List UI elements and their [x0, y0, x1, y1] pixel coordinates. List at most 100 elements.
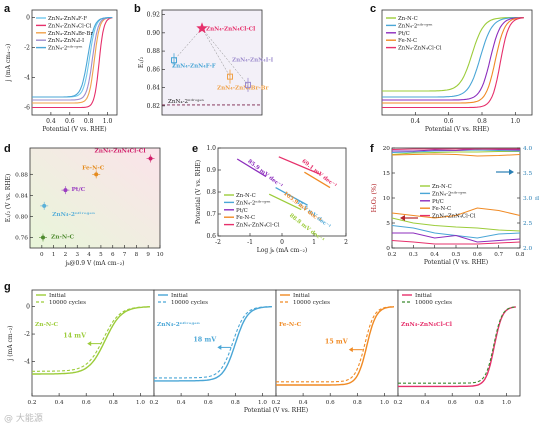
panel-label-a: a	[4, 3, 11, 15]
legend-entry: Zn-N-C	[432, 184, 452, 190]
tafel-line	[304, 171, 331, 189]
connector-line	[201, 28, 231, 77]
left-axis-arrow-head	[400, 215, 405, 221]
y-tick-label: 0.8	[206, 189, 216, 196]
y2-tick-label: 4.0	[523, 146, 533, 152]
x-tick-label: 4	[87, 252, 91, 258]
legend-entry: Fe-N-C	[236, 215, 255, 221]
x-tick-label: 0.8	[353, 400, 362, 406]
x-tick-label: 5	[99, 252, 103, 258]
legend-entry: ZnN₄-ZnN₄Br-Br	[48, 31, 93, 37]
legend-entry: Pt/C	[432, 199, 444, 205]
y-tick-label: 0.86	[147, 66, 161, 73]
x-tick-label: 6	[111, 252, 115, 258]
y-tick-label: 0	[386, 246, 390, 252]
legend-entry: Zn-N-C	[398, 16, 418, 22]
tafel-line	[275, 187, 308, 206]
x-tick-label: 0.4	[421, 400, 430, 406]
y-tick-label: 0.88	[15, 172, 28, 178]
x-tick-label: 0.6	[326, 400, 335, 406]
h2o2-line	[391, 240, 521, 245]
panel-label-d: d	[4, 143, 11, 155]
y-tick-label: 0.80	[15, 214, 28, 220]
legend-entry: 10000 cycles	[49, 300, 86, 306]
x-tick-label: 0.2	[272, 400, 281, 406]
y-tick-label: 0.6	[206, 233, 216, 240]
shift-label: 14 mV	[63, 332, 87, 340]
x-tick-label: 0.8	[231, 400, 240, 406]
series-line	[382, 17, 524, 101]
x-tick-label: 0.4	[430, 252, 439, 258]
data-point-star	[196, 22, 208, 34]
y2-tick-label: 2.0	[523, 246, 533, 252]
plot-frame	[397, 289, 521, 397]
x-tick-label: 0.4	[177, 400, 186, 406]
x-axis-label: jₖ@0.9 V (mA cm₋₂)	[65, 260, 125, 267]
point-label: Zn-N-C	[51, 234, 75, 240]
y-tick-label: 0.92	[147, 12, 161, 19]
series-line	[32, 17, 113, 109]
subplot-title: Zn-N-C	[35, 322, 59, 328]
y-tick-label: -2	[24, 331, 30, 338]
x-tick-label: 0	[280, 239, 284, 246]
x-tick-label: 0.4	[411, 118, 421, 125]
x-tick-label: 10	[156, 252, 164, 258]
x-tick-label: 1.0	[136, 400, 145, 406]
point-label: Fe-N-C	[82, 165, 105, 171]
x-tick-label: -2	[215, 239, 221, 246]
h2o2-line	[391, 207, 521, 219]
x-tick-label: 1.0	[103, 118, 113, 125]
legend-entry: Initial	[171, 293, 188, 299]
x-tick-label: 0.3	[409, 252, 418, 258]
x-axis-label: Potential (V vs. RHE)	[425, 126, 489, 133]
y-tick-label: 1.0	[206, 145, 216, 152]
x-tick-label: 0	[40, 252, 44, 258]
y-tick-label: -6	[24, 105, 30, 112]
x-tick-label: 0.8	[84, 118, 94, 125]
legend-entry: ZnN₄-ZnN₄F-F	[48, 16, 87, 22]
panel-label-c: c	[370, 3, 376, 15]
y-tick-label: 0.90	[147, 30, 161, 37]
x-tick-label: 0.8	[109, 400, 118, 406]
point-label: ZnN₄-ZnN₄Br-Br	[217, 86, 268, 92]
shift-label: 15 mV	[325, 338, 349, 346]
legend-entry: 10000 cycles	[415, 300, 452, 306]
y-tick-label: 0.88	[147, 48, 161, 55]
series-line	[32, 16, 113, 98]
panel-label-f: f	[370, 143, 374, 155]
y-axis-label: E₁/₂	[138, 56, 145, 68]
legend-entry: Initial	[49, 293, 66, 299]
x-tick-label: 9	[146, 252, 150, 258]
legend-entry: ZnN₄-ZnN₄I-I	[48, 38, 84, 44]
point-label: ZnN₄-2ⁿⁱᵗʳᵒᵍᵉⁿ	[52, 211, 95, 218]
series-line	[382, 16, 524, 98]
data-point	[94, 172, 99, 177]
x-axis-label: Potential (V vs. RHE)	[424, 259, 488, 266]
shift-arrow-head	[217, 344, 222, 350]
connector-line	[201, 28, 249, 86]
watermark: @ 大能源	[4, 414, 43, 424]
connector-line	[173, 28, 203, 61]
panel-label-b: b	[134, 3, 141, 15]
x-tick-label: 0.6	[65, 118, 75, 125]
legend-entry: Zn-N-C	[236, 193, 256, 199]
data-point	[245, 81, 251, 88]
x-tick-label: 0.5	[452, 252, 461, 258]
h2o2-line	[392, 232, 521, 243]
x-tick-label: 1.0	[258, 400, 267, 406]
panel-a: a0.4 0.6 0.8 1.0-6-4-20 ZnN₄-ZnN₄F-FZnN₄-ZnN…	[4, 3, 118, 133]
panel-label-g: g	[4, 281, 11, 293]
plot-frame	[161, 9, 263, 116]
series-line	[382, 17, 524, 104]
h2o2-line	[391, 217, 521, 232]
y2-tick-label: 2.5	[523, 221, 533, 227]
x-tick-label: -1	[247, 239, 253, 246]
y-tick-label: -4	[24, 359, 30, 366]
point-label: Pt/C	[71, 187, 85, 193]
y-tick-label: 0	[26, 15, 30, 22]
